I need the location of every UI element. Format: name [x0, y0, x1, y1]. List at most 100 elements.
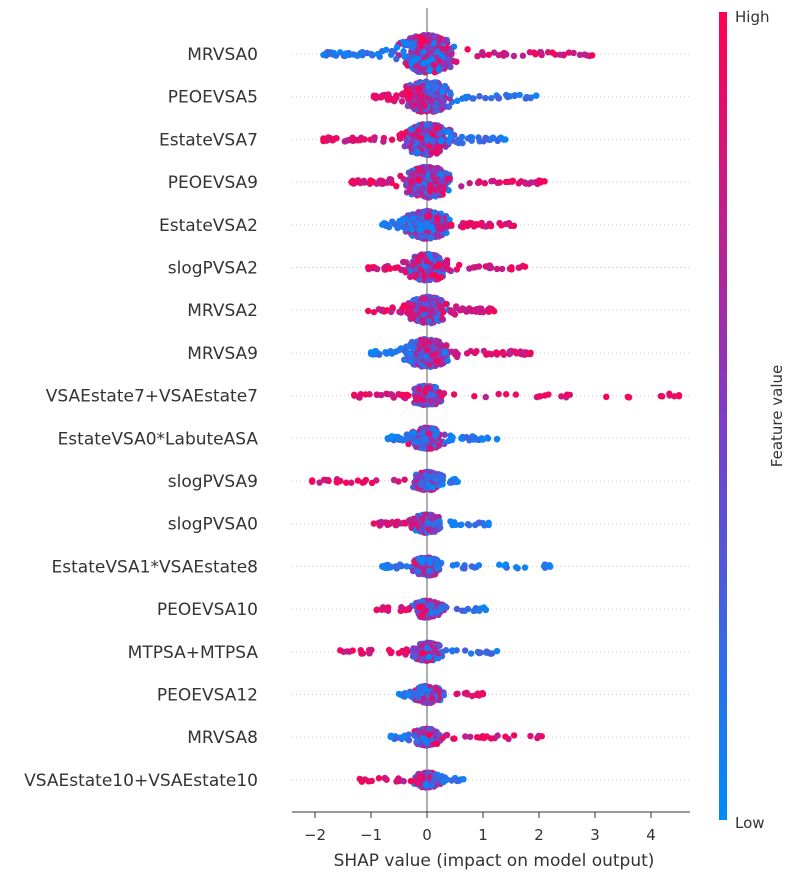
- shap-point: [502, 391, 510, 398]
- shap-point: [377, 94, 385, 101]
- shap-point: [437, 138, 445, 145]
- shap-point: [508, 266, 515, 273]
- shap-point: [404, 309, 412, 317]
- shap-point: [466, 179, 473, 187]
- shap-point: [320, 135, 327, 142]
- shap-point: [409, 434, 416, 441]
- shap-point: [432, 231, 440, 239]
- shap-point: [430, 92, 437, 99]
- shap-point: [403, 136, 410, 144]
- shap-point: [502, 136, 509, 143]
- shap-point: [453, 304, 460, 312]
- shap-point: [407, 100, 415, 107]
- shap-point: [452, 348, 459, 356]
- shap-point: [426, 212, 433, 219]
- shap-point: [489, 134, 497, 141]
- shap-point: [439, 88, 446, 95]
- shap-point: [415, 568, 422, 576]
- shap-point: [443, 342, 450, 349]
- shap-point: [390, 476, 398, 484]
- shap-point: [370, 520, 377, 527]
- shap-point: [425, 473, 433, 481]
- shap-point: [485, 264, 493, 271]
- shap-point: [545, 391, 552, 398]
- shap-point: [509, 178, 516, 185]
- shap-point: [423, 121, 430, 128]
- shap-point: [360, 177, 368, 185]
- shap-point: [309, 478, 316, 485]
- shap-point: [424, 346, 431, 354]
- shap-point: [412, 520, 419, 527]
- shap-point: [342, 50, 349, 57]
- shap-point: [474, 52, 481, 60]
- shap-point: [445, 175, 452, 182]
- shap-point: [471, 434, 478, 441]
- shap-point: [400, 266, 407, 274]
- shap-point: [374, 50, 382, 58]
- shap-point: [389, 218, 396, 225]
- shap-point: [359, 479, 366, 486]
- shap-point: [417, 353, 425, 360]
- shap-point: [419, 140, 426, 147]
- shap-point: [454, 97, 461, 105]
- shap-point: [481, 180, 489, 187]
- shap-point: [418, 559, 426, 566]
- shap-point: [381, 266, 388, 273]
- shap-point: [417, 435, 424, 443]
- shap-point: [438, 314, 446, 322]
- shap-point: [423, 165, 430, 172]
- shap-point: [480, 51, 487, 59]
- shap-point: [425, 339, 432, 346]
- shap-point: [416, 276, 424, 283]
- shap-point: [445, 187, 452, 194]
- shap-point: [408, 226, 416, 234]
- shap-point: [470, 95, 477, 102]
- shap-point: [425, 567, 432, 575]
- shap-point: [379, 180, 387, 187]
- shap-point: [428, 308, 435, 315]
- shap-point: [412, 131, 420, 139]
- shap-point: [436, 524, 444, 531]
- shap-point: [429, 149, 436, 156]
- shap-point: [675, 393, 683, 400]
- shap-point: [447, 221, 455, 228]
- shap-point: [412, 560, 419, 568]
- shap-point: [488, 178, 495, 185]
- shap-point: [433, 314, 440, 321]
- shap-point: [341, 138, 349, 145]
- shap-point: [415, 100, 422, 107]
- shap-point: [384, 519, 391, 527]
- shap-point: [488, 94, 495, 102]
- shap-point: [419, 396, 426, 403]
- shap-point: [464, 135, 472, 142]
- shap-point: [418, 104, 426, 112]
- shap-point: [405, 517, 413, 524]
- row-guides: [292, 53, 690, 781]
- shap-point: [432, 351, 439, 358]
- shap-point: [417, 39, 424, 46]
- shap-point: [407, 126, 415, 133]
- shap-point: [430, 345, 438, 352]
- shap-point: [419, 516, 426, 523]
- shap-point: [527, 349, 534, 356]
- shap-point: [426, 182, 434, 189]
- shap-point: [434, 185, 441, 192]
- shap-point: [459, 223, 467, 231]
- shap-point: [528, 179, 535, 186]
- shap-point: [471, 393, 478, 400]
- shap-point: [378, 391, 385, 399]
- shap-point: [498, 265, 506, 273]
- shap-point: [370, 136, 378, 144]
- shap-point: [428, 137, 436, 144]
- shap-point: [411, 343, 418, 351]
- shap-point: [359, 50, 367, 57]
- shap-point: [410, 219, 417, 227]
- shap-point: [512, 391, 520, 398]
- shap-point: [414, 167, 422, 175]
- shap-point: [563, 391, 571, 398]
- shap-point: [430, 39, 438, 47]
- shap-point: [485, 51, 493, 58]
- shap-point: [433, 99, 440, 107]
- shap-point: [434, 358, 442, 365]
